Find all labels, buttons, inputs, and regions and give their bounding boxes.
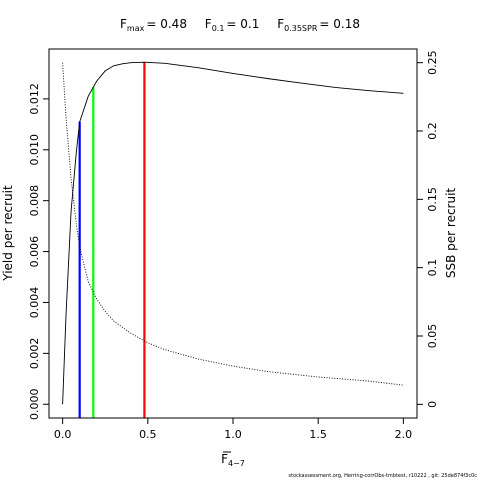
chart-title: Fmax = 0.48 F0.1 = 0.1 F0.35SPR = 0.18 [120, 17, 360, 33]
x-tick-label: 1.5 [309, 428, 327, 441]
x-tick-label: 2.0 [395, 428, 413, 441]
title-f01-symbol: F [205, 17, 212, 31]
x-tick-label: 0.5 [139, 428, 157, 441]
title-fmax-sub: max [127, 24, 145, 33]
title-f01-sub: 0.1 [212, 24, 225, 33]
title-fspr-sub: 0.35SPR [284, 24, 318, 33]
title-fspr-symbol: F [277, 17, 284, 31]
x-tick-label: 0.0 [54, 428, 72, 441]
y-right-tick-label: 0.2 [426, 122, 439, 140]
y-left-tick-label: 0.010 [28, 134, 41, 166]
x-axis: 0.0 0.5 1.0 1.5 2.0 [54, 417, 413, 441]
footnote: stockassessment.org, Herring-corrObs-tmb… [288, 473, 477, 479]
y-left-tick-label: 0.004 [28, 287, 41, 319]
series-layer [62, 61, 404, 405]
plot-area-frame [48, 48, 418, 419]
title-fmax-value: = 0.48 [146, 17, 187, 31]
y-right-tick-label: 0 [426, 401, 439, 408]
y-left-tick-label: 0.008 [28, 185, 41, 217]
y-left-tick-label: 0.000 [28, 389, 41, 421]
y-left-tick-label: 0.012 [28, 83, 41, 115]
x-tick-label: 1.0 [224, 428, 242, 441]
y-right-tick-label: 0.15 [426, 187, 439, 212]
y-right-axis-label: SSB per recruit [444, 188, 458, 279]
yield-per-recruit-curve [62, 61, 404, 405]
y-right-tick-label: 0.25 [426, 50, 439, 75]
title-fspr-value: = 0.18 [319, 17, 360, 31]
y-left-axis: 0.000 0.002 0.004 0.006 0.008 0.010 0.012 [28, 83, 49, 420]
title-fmax-symbol: F [120, 17, 127, 31]
y-right-axis: 0 0.05 0.1 0.15 0.2 0.25 [417, 50, 439, 408]
x-axis-label-symbol: F [221, 452, 228, 466]
y-right-tick-label: 0.05 [426, 324, 439, 349]
y-right-tick-label: 0.1 [426, 259, 439, 277]
reference-lines [78, 62, 146, 418]
y-left-axis-label: Yield per recruit [1, 185, 15, 282]
ssb-per-recruit-curve [62, 62, 404, 386]
x-axis-label: F4−7 [221, 452, 245, 468]
y-left-tick-label: 0.002 [28, 338, 41, 370]
y-left-tick-label: 0.006 [28, 236, 41, 268]
x-axis-label-sub: 4−7 [228, 459, 245, 468]
title-f01-value: = 0.1 [226, 17, 259, 31]
